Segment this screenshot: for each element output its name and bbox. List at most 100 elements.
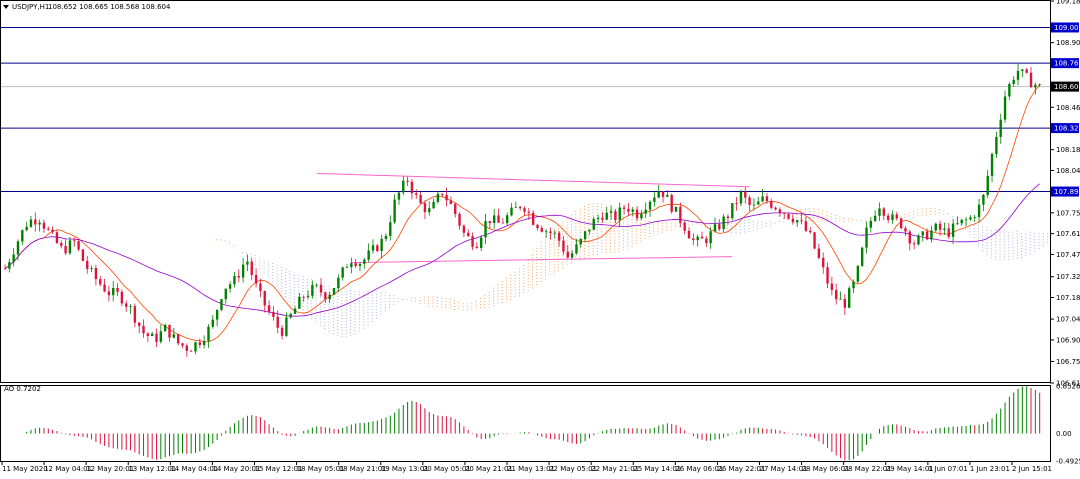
candle-body [705,238,708,244]
candle-body [873,215,877,221]
time-tick-label: 21 May 13:01 [507,465,555,473]
candle-body [250,261,253,276]
candle-body [999,119,1002,137]
candle-body [986,175,989,195]
candle-body [921,231,924,236]
candle-body [796,220,799,223]
candle-body [484,221,487,238]
candle-body [1012,79,1015,84]
level-price-tag [1051,58,1079,69]
candle-body [622,207,626,209]
candle-body [648,201,652,210]
candle-body [116,287,119,292]
candle-body [683,222,686,231]
level-price-tag [1051,123,1079,134]
candle-body [735,203,738,204]
candle-body [943,228,946,230]
candle-body [198,342,202,346]
candle-body [233,275,236,285]
candle-body [947,228,950,237]
candle-body [605,212,608,220]
candle-body [428,208,431,213]
price-tick-label: 107.755 [1056,209,1080,217]
symbol-menu-triangle-icon[interactable] [3,5,9,9]
candle-body [81,249,85,261]
candle-body [129,306,132,307]
ichimoku-cloud [215,203,1049,338]
time-tick-label: 22 May 21:01 [591,465,639,473]
candle-body [125,303,128,307]
candle-body [86,260,89,269]
candle-body [770,201,773,208]
candle-body [661,191,665,197]
candle-body [969,217,972,220]
candle-body [1021,69,1024,71]
lower-trendline[interactable] [351,256,733,264]
candle-body [367,250,370,260]
candle-body [280,327,284,336]
candle-body [497,215,500,223]
candle-body [354,263,357,266]
candle-body [570,253,574,258]
candle-body [839,298,842,300]
candle-body [566,251,569,258]
candle-body [1029,72,1033,88]
candle-body [510,207,513,216]
candle-body [787,213,790,219]
candle-body [614,211,617,221]
time-tick-label: 20 May 21:01 [465,465,513,473]
candle-body [774,207,777,210]
candle-body [138,322,141,326]
time-tick-label: 14 May 04:01 [170,465,218,473]
candle-body [627,208,630,212]
candle-body [1008,83,1011,97]
candle-body [263,291,266,306]
candle-body [709,231,712,244]
candle-body [739,191,743,204]
candle-body [748,197,751,205]
candle-body [151,333,154,337]
candle-body [423,203,427,213]
price-tick-label: 107.040 [1056,316,1080,324]
candle-body [189,350,193,352]
candle-body [324,292,327,300]
level-price-tag [1051,186,1079,197]
price-tick-label: 108.465 [1056,104,1080,112]
price-tick-label: 106.610 [1056,380,1080,388]
candle-body [995,136,998,154]
candle-body [1034,84,1037,88]
candle-body [389,222,392,236]
candle-body [813,232,816,249]
candle-body [454,203,457,214]
candle-body [964,219,968,221]
candle-body [380,238,383,252]
candle-body [852,281,855,289]
time-tick-label: 28 May 06:01 [802,465,850,473]
candle-body [267,305,271,312]
candle-body [778,209,782,214]
candle-body [856,265,860,282]
candle-body [215,309,219,320]
candle-body [475,246,479,249]
time-tick-label: 26 May 06:01 [675,465,723,473]
candle-body [687,230,691,239]
time-tick-label: 15 May 12:01 [255,465,303,473]
candle-body [410,181,414,194]
level-price-label: 108.325 [1054,125,1080,133]
current-price-label: 108.604 [1054,83,1080,91]
upper-trendline[interactable] [316,172,750,188]
candle-body [588,229,591,232]
candle-body [8,262,11,269]
candle-body [583,231,587,239]
candle-body [765,196,769,202]
candle-body [328,294,331,300]
candle-body [1025,69,1028,73]
candle-body [718,224,721,229]
candle-body [809,230,812,233]
candle-body [311,284,314,296]
candle-body [596,217,600,220]
candle-body [441,193,444,195]
candle-body [540,228,544,232]
